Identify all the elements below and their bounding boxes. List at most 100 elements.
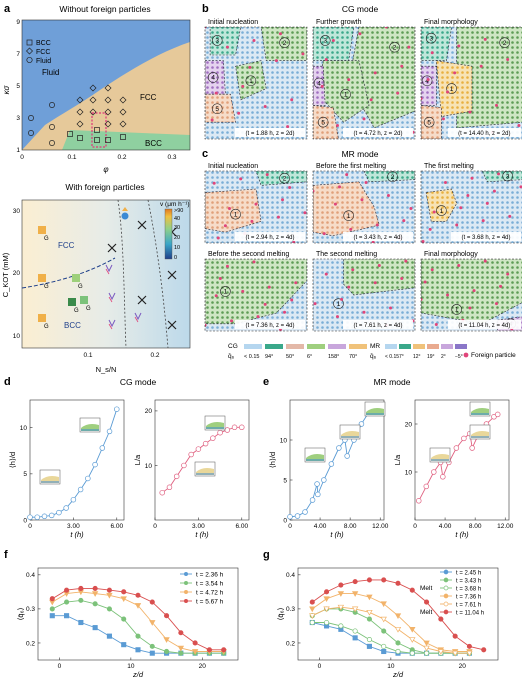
legend-marker bbox=[184, 599, 188, 603]
panel-f-letter: f bbox=[4, 549, 8, 561]
data-point bbox=[409, 587, 415, 593]
crystal-lattice bbox=[205, 189, 262, 233]
frame-title: The second melting bbox=[316, 251, 377, 258]
fcc-marker bbox=[104, 96, 112, 104]
x-axis-label: t (h) bbox=[330, 530, 344, 539]
legend-marker bbox=[443, 593, 449, 599]
data-point bbox=[64, 599, 70, 605]
data-point bbox=[328, 461, 335, 467]
x-tick-label: 12.00 bbox=[372, 523, 389, 530]
foreign-particle bbox=[227, 206, 231, 210]
data-point bbox=[366, 577, 372, 583]
foreign-particle bbox=[324, 272, 328, 276]
domain-border bbox=[425, 188, 458, 222]
foreign-particle bbox=[506, 272, 510, 276]
phase-markers bbox=[28, 84, 127, 146]
data-point bbox=[351, 591, 359, 597]
micrograph-image: 1 bbox=[205, 259, 307, 331]
x-tick-label: 0 bbox=[28, 523, 32, 530]
mr-swatch-label: 12° bbox=[413, 354, 421, 360]
data-point bbox=[106, 606, 112, 612]
foreign-particle bbox=[457, 44, 461, 48]
fcc-label: FCC bbox=[140, 93, 157, 102]
frame-title: Initial nucleation bbox=[208, 19, 258, 26]
foreign-particle bbox=[254, 202, 258, 206]
cg-swatch bbox=[307, 344, 325, 349]
domain-number-circle bbox=[211, 35, 223, 46]
data-point bbox=[231, 424, 238, 431]
micrograph-frame: The second melting 1 (t = 7.61 h, z = 4d) bbox=[312, 251, 416, 332]
data-point bbox=[149, 643, 155, 649]
schematic-inset bbox=[204, 415, 226, 431]
domain-number-circle bbox=[319, 35, 331, 46]
foreign-particle bbox=[263, 302, 267, 306]
foreign-particle bbox=[492, 189, 496, 193]
panel-a-top-title: Without foreign particles bbox=[59, 4, 150, 14]
x-tick-label: 12.00 bbox=[497, 523, 514, 530]
cg-swatch-label: 70° bbox=[349, 354, 357, 360]
panel-e-letter: e bbox=[263, 376, 269, 388]
foreign-particle bbox=[494, 103, 498, 107]
mr-swatch-label: < 0.15 bbox=[385, 354, 399, 360]
domain-number-circle bbox=[451, 304, 463, 315]
frame-caption: (t = 11.04 h, z = 4d) bbox=[458, 323, 510, 329]
y-tick-label: 0 bbox=[283, 517, 287, 524]
frame-border bbox=[312, 258, 416, 332]
x-marker bbox=[107, 243, 117, 253]
data-point bbox=[366, 637, 372, 643]
bcc-marker bbox=[120, 134, 126, 140]
data-point bbox=[217, 429, 223, 436]
ytick: 30 bbox=[13, 208, 21, 215]
foreign-particle bbox=[214, 294, 218, 298]
series-line bbox=[161, 426, 242, 494]
foreign-particle bbox=[248, 65, 252, 69]
foreign-particle bbox=[369, 98, 373, 102]
data-point bbox=[92, 601, 98, 607]
domain-number-circle bbox=[499, 37, 510, 48]
data-point bbox=[164, 648, 170, 655]
fcc-label-2: FCC bbox=[58, 241, 75, 250]
data-point bbox=[338, 623, 344, 629]
cbar-tick: 30 bbox=[174, 225, 180, 231]
plot-frame bbox=[414, 399, 510, 521]
data-point bbox=[121, 642, 127, 648]
y-tick-label: 10 bbox=[145, 463, 153, 470]
mr-swatch-label: 19° bbox=[427, 354, 435, 360]
foreign-particle bbox=[517, 124, 521, 128]
domain-number-circle bbox=[279, 37, 290, 48]
frame-caption: (t = 2.94 h, z = 4d) bbox=[245, 235, 294, 241]
frame-border bbox=[204, 258, 308, 332]
domain-number: 2 bbox=[393, 44, 397, 51]
foreign-particle bbox=[362, 117, 366, 121]
panel-b-letter: b bbox=[202, 3, 209, 15]
panel-f: f bbox=[4, 549, 8, 561]
fcc-marker bbox=[119, 120, 127, 128]
data-point bbox=[452, 633, 458, 639]
data-point bbox=[164, 613, 170, 619]
fcc-marker bbox=[76, 108, 84, 116]
mr-swatch bbox=[413, 344, 425, 349]
foreign-particle bbox=[472, 289, 476, 293]
data-point bbox=[381, 628, 387, 634]
foreign-particle bbox=[362, 310, 366, 314]
foreign-particle bbox=[466, 193, 470, 197]
ytick: 3 bbox=[16, 115, 20, 122]
foreign-particle bbox=[205, 27, 207, 29]
domain-number-circle bbox=[211, 103, 223, 115]
y-tick-label: 0.4 bbox=[286, 572, 295, 579]
data-point bbox=[63, 505, 69, 511]
inset-crystal bbox=[471, 408, 489, 415]
foreign-particle bbox=[225, 45, 229, 49]
inset-crystal bbox=[196, 468, 214, 475]
caption-bg bbox=[447, 128, 521, 137]
domain-number: 3 bbox=[323, 38, 327, 45]
crystal-lattice bbox=[313, 181, 380, 236]
fluid-marker bbox=[28, 130, 34, 136]
data-point bbox=[149, 620, 156, 626]
foreign-particle bbox=[345, 173, 349, 177]
data-point bbox=[70, 496, 77, 503]
foreign-particle bbox=[230, 319, 234, 323]
x-axis-label: t (h) bbox=[455, 530, 469, 539]
xtick: 0.2 bbox=[117, 154, 126, 161]
